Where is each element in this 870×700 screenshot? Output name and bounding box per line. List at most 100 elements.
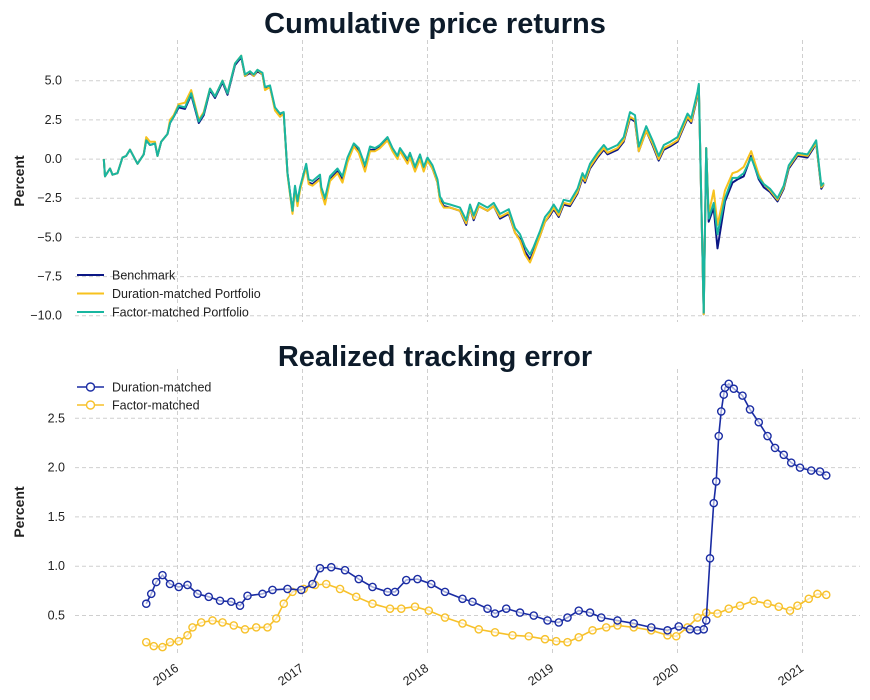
series-line-factor-matched-portfolio <box>102 54 825 314</box>
data-point <box>354 574 364 584</box>
data-point <box>251 623 261 632</box>
data-point <box>226 597 236 607</box>
data-point <box>785 606 795 615</box>
series-factor-matched <box>141 579 831 652</box>
data-point <box>235 601 245 610</box>
legend-label: Benchmark <box>112 269 176 283</box>
y-axis-label: Percent <box>11 155 27 207</box>
data-point <box>396 604 406 613</box>
data-point <box>693 613 702 622</box>
data-point <box>738 391 747 400</box>
data-point <box>340 565 350 575</box>
legend-label: Factor-matched <box>112 399 200 413</box>
y-tick-label: −5.0 <box>37 230 62 244</box>
data-point <box>218 618 227 627</box>
data-point <box>229 621 239 630</box>
x-tick-label: 2016 <box>150 661 181 688</box>
data-point <box>308 579 317 589</box>
data-point <box>271 614 281 623</box>
series-duration-matched <box>141 379 831 635</box>
data-point <box>701 616 711 625</box>
data-point <box>729 384 739 394</box>
data-point <box>196 618 206 627</box>
data-point <box>283 584 292 594</box>
data-point <box>240 625 250 634</box>
data-point <box>795 463 805 472</box>
data-point <box>713 609 722 618</box>
data-point <box>410 602 420 611</box>
data-point <box>426 579 436 589</box>
data-point <box>663 626 672 635</box>
data-point <box>735 601 745 610</box>
x-tick-label: 2018 <box>400 661 431 688</box>
legend: Benchmark Duration-matched Portfolio Facto… <box>77 269 261 320</box>
y-tick-label: −2.5 <box>37 191 62 205</box>
data-point <box>596 613 606 622</box>
y-tick-label: 1.0 <box>48 559 65 573</box>
data-point <box>490 628 500 637</box>
data-point <box>183 580 192 590</box>
data-point <box>483 604 492 613</box>
data-point <box>165 637 175 647</box>
y-tick-label: −7.5 <box>37 270 62 284</box>
data-point <box>215 596 225 606</box>
data-point <box>183 630 192 640</box>
data-point <box>413 574 422 584</box>
data-point <box>193 589 202 599</box>
y-axis-label: Percent <box>11 486 27 538</box>
data-point <box>315 563 325 573</box>
legend-label: Factor-matched Portfolio <box>112 306 249 320</box>
y-tick-label: 1.5 <box>48 510 65 524</box>
data-point <box>821 471 831 480</box>
data-point <box>804 594 814 604</box>
data-point <box>601 623 611 632</box>
data-point <box>243 591 252 601</box>
data-point <box>540 634 550 644</box>
y-tick-label: 5.0 <box>45 74 62 88</box>
y-tick-label: 2.0 <box>48 461 65 475</box>
data-point <box>279 599 289 609</box>
data-point <box>763 599 772 609</box>
data-point <box>390 587 400 597</box>
data-point <box>574 606 584 615</box>
data-point <box>268 585 277 595</box>
data-point <box>174 582 184 592</box>
data-point <box>149 641 159 651</box>
data-point <box>474 625 484 634</box>
data-point <box>501 604 511 613</box>
legend-marker-icon <box>85 400 96 410</box>
data-point <box>724 604 734 613</box>
y-tick-label: 2.5 <box>45 113 62 127</box>
data-point <box>554 618 564 627</box>
data-point <box>263 623 272 632</box>
y-tick-label: −10.0 <box>30 309 62 323</box>
data-point <box>646 623 656 632</box>
legend: Duration-matched Factor-matched <box>77 381 211 413</box>
data-point <box>296 585 306 595</box>
data-point <box>588 626 597 635</box>
data-point <box>490 609 500 618</box>
y-tick-label: 0.5 <box>48 609 65 623</box>
chart-title: Realized tracking error <box>278 341 592 373</box>
data-point <box>806 466 816 475</box>
y-tick-label: 0.0 <box>45 152 62 166</box>
x-tick-label: 2019 <box>525 661 556 688</box>
data-point <box>335 584 345 594</box>
data-point <box>813 589 822 599</box>
data-point <box>174 636 184 646</box>
data-point <box>563 637 572 647</box>
series-line <box>145 583 827 648</box>
data-point <box>716 407 726 416</box>
data-point <box>574 632 584 642</box>
data-point <box>543 616 552 625</box>
data-point <box>368 582 377 592</box>
data-point <box>763 431 772 441</box>
data-point <box>770 443 780 453</box>
tracking-error-chart: Realized tracking error Percent 2.5 2.0 1.… <box>11 341 860 688</box>
data-point <box>383 587 392 597</box>
x-tick-label: 2020 <box>650 661 681 688</box>
data-point <box>674 622 684 631</box>
data-point <box>424 606 434 615</box>
data-point <box>779 450 789 460</box>
